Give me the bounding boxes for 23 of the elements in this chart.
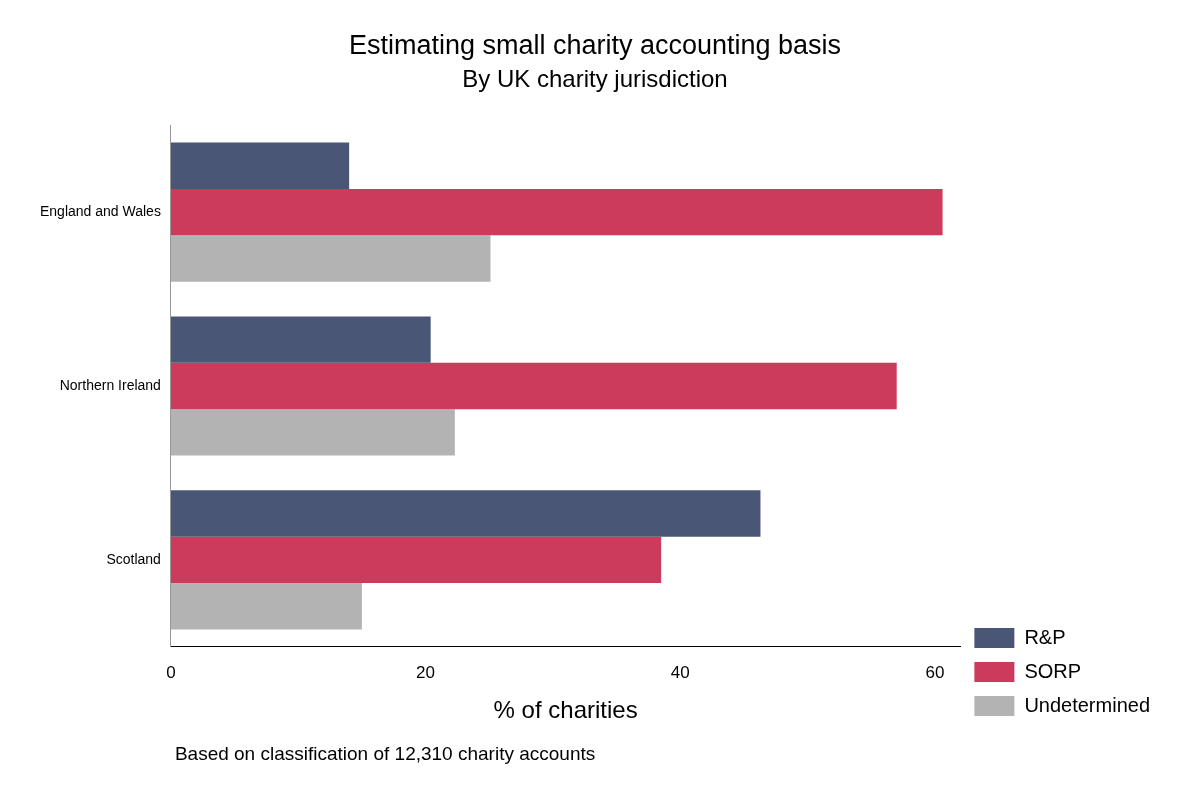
y-tick-label: Northern Ireland: [59, 376, 161, 393]
bar: [170, 235, 491, 282]
x-tick-label: 60: [925, 662, 945, 682]
legend-label: R&P: [1024, 625, 1066, 648]
chart-title: Estimating small charity accounting basis: [348, 29, 842, 60]
bar: [170, 362, 897, 410]
chart-subtitle: By UK charity jurisdiction: [462, 65, 728, 93]
bar: [170, 142, 350, 189]
bar: [170, 490, 761, 537]
x-tick-label: 40: [670, 662, 690, 682]
bar: [170, 583, 362, 630]
legend-label: SORP: [1024, 659, 1082, 682]
bar: [170, 188, 943, 236]
x-tick-label: 0: [166, 662, 176, 682]
y-tick-label: Scotland: [106, 550, 161, 567]
x-tick-label: 20: [416, 662, 436, 682]
bar: [170, 536, 662, 584]
bar: [170, 409, 455, 456]
text: Based on classification of 12,310 charity accounts: [174, 743, 596, 765]
x-axis-title: % of charities: [493, 696, 638, 724]
y-tick-label: England and Wales: [39, 202, 161, 219]
legend-label: Undetermined: [1024, 693, 1150, 716]
bar: [170, 316, 431, 363]
